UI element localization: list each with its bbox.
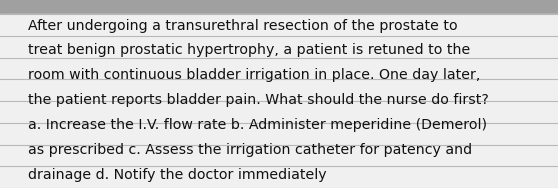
Text: as prescribed c. Assess the irrigation catheter for patency and: as prescribed c. Assess the irrigation c… xyxy=(28,143,472,157)
Bar xyxy=(0,0,558,14)
Text: the patient reports bladder pain. What should the nurse do first?: the patient reports bladder pain. What s… xyxy=(28,93,489,107)
Text: treat benign prostatic hypertrophy, a patient is retuned to the: treat benign prostatic hypertrophy, a pa… xyxy=(28,43,470,57)
Text: After undergoing a transurethral resection of the prostate to: After undergoing a transurethral resecti… xyxy=(28,19,458,33)
Text: room with continuous bladder irrigation in place. One day later,: room with continuous bladder irrigation … xyxy=(28,68,480,82)
Text: a. Increase the I.V. flow rate b. Administer meperidine (Demerol): a. Increase the I.V. flow rate b. Admini… xyxy=(28,118,487,132)
Text: drainage d. Notify the doctor immediately: drainage d. Notify the doctor immediatel… xyxy=(28,168,326,182)
